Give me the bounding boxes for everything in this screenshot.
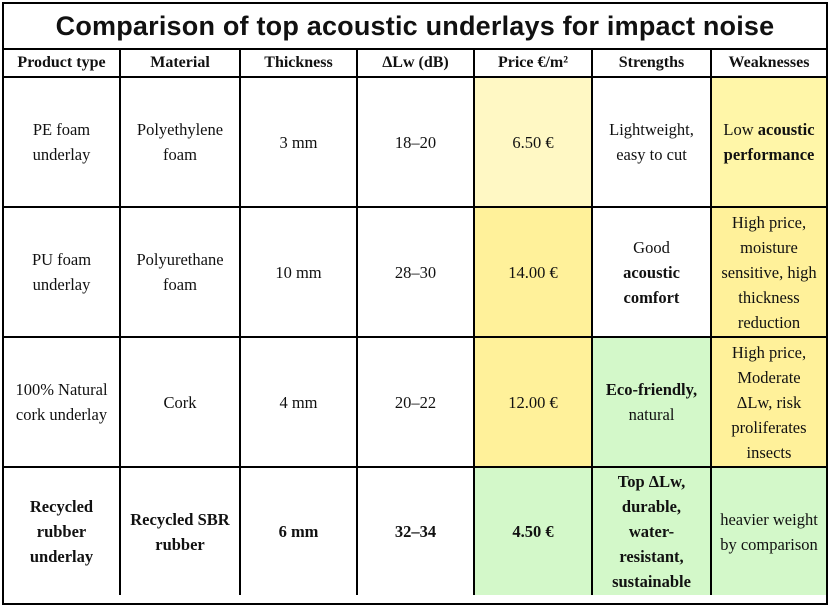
cell-weaknesses: High price, moisture sensitive, high thi… (710, 206, 826, 338)
table-title: Comparison of top acoustic underlays for… (4, 4, 826, 50)
cell-thickness: 10 mm (239, 206, 358, 338)
comparison-table: Product type Material Thickness ΔLw (dB)… (4, 50, 826, 595)
cell-material: Cork (119, 336, 241, 468)
cell-price: 14.00 € (473, 206, 593, 338)
cell-product-type: 100% Natural cork underlay (4, 336, 121, 468)
header-weaknesses: Weaknesses (710, 50, 826, 78)
cell-delta-lw: 20–22 (356, 336, 475, 468)
cell-weaknesses: High price, Moderate ΔLw, risk prolifera… (710, 336, 826, 468)
cell-delta-lw: 18–20 (356, 76, 475, 208)
table-row: PE foam underlay Polyethylene foam 3 mm … (4, 76, 826, 208)
cell-weaknesses: Low acoustic performance (710, 76, 826, 208)
header-strengths: Strengths (591, 50, 712, 78)
cell-strengths: Eco-friendly, natural (591, 336, 712, 468)
cell-price: 4.50 € (473, 466, 593, 595)
cell-product-type: Recycled rubber underlay (4, 466, 121, 595)
header-delta-lw: ΔLw (dB) (356, 50, 475, 78)
cell-thickness: 6 mm (239, 466, 358, 595)
cell-product-type: PE foam underlay (4, 76, 121, 208)
header-price: Price €/m² (473, 50, 593, 78)
cell-thickness: 4 mm (239, 336, 358, 468)
cell-price: 6.50 € (473, 76, 593, 208)
cell-delta-lw: 28–30 (356, 206, 475, 338)
cell-strengths: Good acoustic comfort (591, 206, 712, 338)
header-product-type: Product type (4, 50, 121, 78)
header-row: Product type Material Thickness ΔLw (dB)… (4, 50, 826, 78)
table-row: Recycled rubber underlay Recycled SBR ru… (4, 466, 826, 595)
cell-thickness: 3 mm (239, 76, 358, 208)
cell-delta-lw: 32–34 (356, 466, 475, 595)
table-row: 100% Natural cork underlay Cork 4 mm 20–… (4, 336, 826, 468)
cell-material: Polyethylene foam (119, 76, 241, 208)
cell-price: 12.00 € (473, 336, 593, 468)
cell-strengths: Lightweight, easy to cut (591, 76, 712, 208)
cell-material: Recycled SBR rubber (119, 466, 241, 595)
cell-weaknesses: heavier weight by comparison (710, 466, 826, 595)
table-row: PU foam underlay Polyurethane foam 10 mm… (4, 206, 826, 338)
header-thickness: Thickness (239, 50, 358, 78)
header-material: Material (119, 50, 241, 78)
cell-strengths: Top ΔLw, durable, water-resistant, susta… (591, 466, 712, 595)
cell-product-type: PU foam underlay (4, 206, 121, 338)
cell-material: Polyurethane foam (119, 206, 241, 338)
